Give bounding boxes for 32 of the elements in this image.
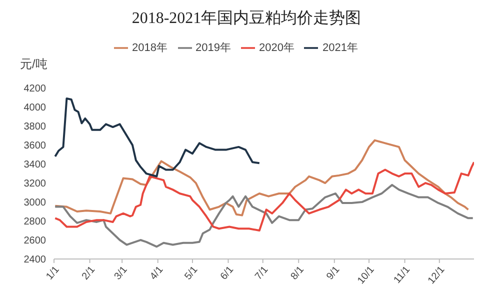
x-tick-label: 4/1 — [148, 264, 166, 282]
legend-label: 2018年 — [132, 42, 168, 54]
y-tick-label: 4200 — [24, 84, 46, 95]
x-tick-label: 6/1 — [218, 264, 236, 282]
line-series — [54, 161, 474, 232]
y-tick-label: 3400 — [24, 160, 46, 171]
legend-label: 2021年 — [322, 42, 358, 54]
line-series — [54, 184, 474, 248]
y-tick-label: 3200 — [24, 178, 46, 190]
y-axis-title: 元/吨 — [20, 56, 48, 73]
y-tick-label: 4000 — [24, 102, 46, 114]
x-tick-label: 2/1 — [80, 264, 98, 282]
line-series — [54, 98, 260, 178]
y-tick-label: 3600 — [24, 140, 46, 152]
x-tick-label: 10/1 — [356, 264, 378, 286]
y-tick-label: 3000 — [24, 198, 46, 209]
x-tick-label: 3/1 — [112, 264, 130, 282]
x-tick-label: 9/1 — [324, 264, 342, 282]
x-tick-label: 11/1 — [392, 264, 413, 286]
legend-label: 2020年 — [259, 42, 294, 54]
y-tick-label: 2800 — [24, 216, 46, 228]
x-tick-label: 7/1 — [253, 264, 271, 282]
y-tick-label: 2400 — [24, 254, 46, 266]
x-tick-label: 5/1 — [182, 264, 200, 282]
legend-label: 2019年 — [196, 42, 231, 54]
x-tick-label: 12/1 — [426, 264, 448, 286]
chart-title: 2018-2021年国内豆粕均价走势图 — [130, 8, 362, 29]
x-tick-label: 8/1 — [288, 264, 307, 282]
x-tick-label: 1/1 — [44, 264, 62, 282]
y-tick-label: 3800 — [24, 122, 46, 133]
line-series — [54, 139, 470, 216]
y-tick-label: 2600 — [24, 236, 46, 247]
